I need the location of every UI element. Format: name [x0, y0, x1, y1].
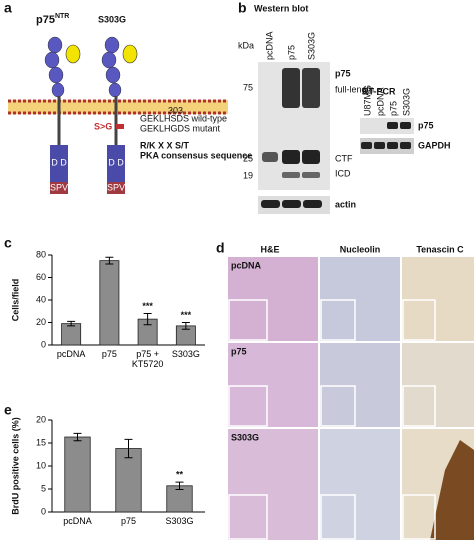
loading-label: actin	[335, 199, 356, 209]
y-tick-label: 20	[36, 414, 46, 424]
protein-label: p75	[335, 68, 351, 78]
mutant-seq: GEKLHGDS mutant	[140, 123, 221, 133]
lane-label: U87MG	[362, 85, 372, 116]
gene-label: GAPDH	[418, 140, 451, 150]
y-tick-label: 15	[36, 437, 46, 447]
histology-images	[228, 257, 474, 540]
y-tick-label: 40	[36, 294, 46, 304]
y-tick-label: 5	[41, 483, 46, 493]
x-tick-label-box: p75 + KT5720	[131, 349, 164, 369]
bar	[61, 323, 82, 346]
motif-note: PKA consensus sequence	[140, 150, 252, 160]
error-bar	[73, 432, 82, 442]
gene-label: p75	[418, 120, 434, 130]
x-tick-label: p75 + KT5720	[131, 349, 164, 369]
row-label: p75	[231, 346, 247, 356]
y-tick-label: 20	[36, 317, 46, 327]
y-tick-label: 0	[41, 506, 46, 516]
bar	[99, 260, 120, 346]
y-axis-label: BrdU positive cells (%)	[10, 417, 20, 515]
y-tick-label: 0	[41, 339, 46, 349]
rtpcr-title: RT-PCR	[362, 86, 396, 96]
receptor-name: p75	[36, 14, 55, 26]
receptor-label: S303G	[98, 14, 126, 24]
marker: 25	[243, 153, 253, 163]
panel-label: a	[4, 0, 12, 16]
western-blot	[258, 62, 330, 214]
significance: ***	[142, 301, 153, 311]
unit: kDa	[238, 40, 254, 50]
y-tick-label: 80	[36, 249, 46, 259]
domain-label: D D	[51, 157, 67, 167]
panel-label: b	[238, 0, 247, 16]
lane-label: pcDNA	[264, 31, 274, 60]
x-tick-label: pcDNA	[56, 349, 86, 359]
x-tick-label-box: pcDNA	[56, 349, 86, 359]
column-header: Tenascin C	[416, 244, 464, 254]
column-header: H&E	[260, 244, 279, 254]
motif: R/K X X S/T	[140, 140, 190, 150]
panel-label: e	[4, 402, 12, 418]
error-bar	[105, 256, 114, 265]
row-label: pcDNA	[231, 260, 262, 270]
domain-label: D D	[108, 157, 124, 167]
y-axis-label: Cells/field	[10, 279, 20, 322]
receptor-drawing	[8, 36, 228, 194]
error-bar	[181, 322, 190, 330]
lane-label: p75	[286, 45, 296, 60]
receptor-label: p75NTR	[36, 13, 69, 26]
lane-label: pcDNA	[375, 87, 385, 116]
band-label: full-length	[335, 84, 374, 94]
x-tick-label-box: S303G	[171, 349, 200, 359]
row-label: S303G	[231, 432, 259, 442]
wild-type-seq: GEKLHSDS wild-type	[140, 113, 227, 123]
marker: 75	[243, 82, 253, 92]
x-tick-label-box: p75	[101, 349, 117, 359]
mutation: S>G	[94, 121, 112, 131]
receptor-sup: NTR	[55, 13, 69, 20]
marker: 19	[243, 170, 253, 180]
tail-label: SPV	[50, 182, 68, 192]
error-bar	[67, 320, 76, 327]
significance: ***	[181, 310, 192, 320]
band-label: ICD	[335, 168, 351, 178]
rtpcr-gel	[360, 118, 414, 154]
column-header: Nucleolin	[340, 244, 381, 254]
panel-label: c	[4, 235, 12, 251]
x-tick-label: pcDNA	[63, 516, 92, 526]
significance: **	[176, 469, 184, 479]
error-bar	[175, 481, 184, 490]
bar	[166, 485, 193, 513]
blot-title: Western blot	[254, 3, 308, 13]
lane-label: S303G	[306, 32, 316, 60]
x-tick-label: S303G	[165, 516, 194, 526]
lane-label: p75	[388, 101, 398, 116]
band-label: CTF	[335, 153, 353, 163]
x-tick-label-box: p75	[120, 516, 137, 526]
site-number: 303	[168, 105, 183, 115]
error-bar	[143, 313, 152, 326]
tail-label: SPV	[107, 182, 125, 192]
panel-label: d	[216, 240, 225, 256]
error-bar	[124, 438, 133, 459]
y-tick-label: 60	[36, 272, 46, 282]
x-tick-label: p75	[120, 516, 137, 526]
x-tick-label-box: pcDNA	[63, 516, 92, 526]
bar	[115, 448, 142, 513]
bar	[64, 436, 91, 513]
lane-label: S303G	[401, 88, 411, 116]
x-tick-label-box: S303G	[165, 516, 194, 526]
x-tick-label: p75	[101, 349, 117, 359]
x-tick-label: S303G	[171, 349, 200, 359]
y-tick-label: 10	[36, 460, 46, 470]
